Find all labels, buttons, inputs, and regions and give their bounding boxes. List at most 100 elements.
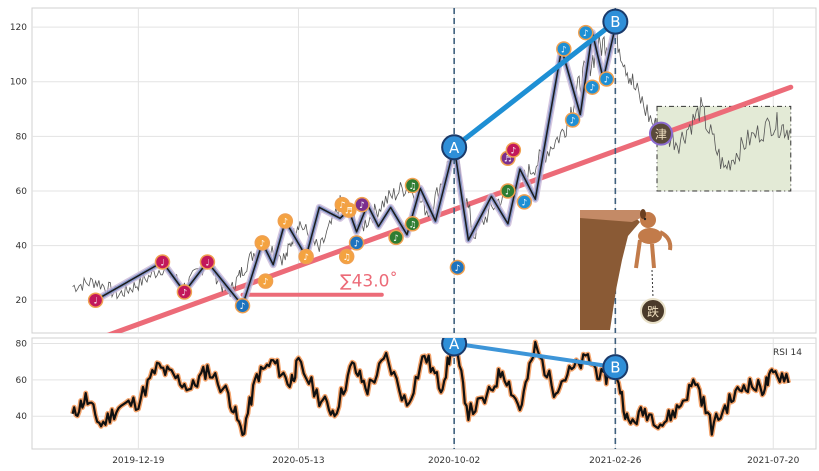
pattern-marker-glyph: ♪	[589, 84, 595, 94]
pattern-marker	[234, 297, 251, 314]
pattern-marker-glyph: ♪	[510, 147, 516, 157]
pattern-marker	[556, 41, 572, 57]
pattern-marker	[388, 229, 404, 246]
x-tick-label: 2021-02-26	[589, 456, 642, 466]
signal-b-marker-label: B	[610, 13, 620, 31]
pattern-marker	[87, 292, 104, 308]
signal-b-marker	[602, 8, 629, 35]
price-y-tick-label: 40	[16, 242, 28, 252]
pattern-markers: ♩♩♪♩♪♪♪♪♪♫♬♫♪♪♪♫♫♪♬♪♪♪♪♪♪♪♪	[87, 24, 615, 314]
rsi-ab-line	[452, 341, 618, 370]
pattern-marker-glyph: ♪	[505, 187, 511, 197]
rsi-signal-b	[602, 354, 629, 381]
rsi-series-layer	[70, 339, 792, 438]
pattern-marker	[449, 259, 466, 276]
consolidation-box-layer	[656, 105, 792, 192]
pattern-marker	[577, 24, 594, 41]
cliff-decoration	[580, 209, 673, 330]
rsi-signal-markers: AB	[441, 335, 629, 381]
pattern-marker-glyph: ♩	[205, 258, 209, 268]
pattern-marker-glyph: ♪	[240, 302, 246, 312]
cliff-illustration	[580, 214, 640, 330]
rsi-line	[71, 340, 790, 436]
pattern-marker-glyph: ♩	[93, 297, 97, 307]
pattern-marker-glyph: ♪	[393, 234, 399, 244]
signal-markers: AB	[441, 8, 629, 161]
price-y-tick-label: 20	[16, 296, 28, 306]
rsi-y-tick-label: 80	[16, 339, 28, 349]
pattern-marker-glyph: ♫	[408, 220, 416, 230]
pattern-marker	[354, 196, 370, 213]
pattern-marker	[500, 183, 516, 199]
pattern-marker-glyph: ♫	[343, 253, 351, 263]
breakout-badge-glyph: 津	[655, 128, 667, 142]
angle-label: ∑43.0˚	[340, 271, 398, 292]
price-ab-line	[451, 19, 618, 150]
pattern-marker	[584, 79, 601, 95]
pattern-marker-glyph: ♪	[263, 278, 269, 288]
pattern-marker-glyph: ♪	[359, 201, 365, 211]
pattern-marker-glyph: ♪	[521, 198, 527, 208]
pattern-marker-glyph: ♬	[504, 155, 512, 165]
pattern-marker	[277, 213, 294, 229]
fall-badge	[640, 298, 666, 324]
price-y-tick-label: 120	[10, 23, 27, 33]
pattern-marker	[598, 71, 615, 87]
dog-illustration	[634, 209, 673, 269]
pattern-marker-glyph: ♪	[604, 76, 610, 86]
price-y-tick-label: 80	[16, 132, 28, 142]
pattern-marker-glyph: ♪	[282, 218, 288, 228]
zigzag-line	[95, 26, 617, 307]
price-y-tick-label: 100	[10, 78, 27, 88]
pattern-marker	[338, 248, 355, 265]
consolidation-box	[656, 105, 792, 192]
signal-a-marker-label: A	[449, 139, 460, 157]
pattern-marker	[254, 235, 271, 251]
pattern-marker	[199, 254, 216, 270]
rsi-signal-a-label: A	[449, 335, 460, 353]
pattern-marker	[341, 202, 357, 218]
pattern-marker	[404, 177, 421, 194]
pattern-marker	[516, 194, 533, 210]
badge-layer: 津跌	[640, 121, 674, 324]
pattern-marker	[154, 254, 171, 270]
breakout-badge	[649, 121, 674, 146]
x-tick-label: 2020-10-02	[428, 456, 480, 466]
x-tick-label: 2021-07-20	[747, 456, 800, 466]
pattern-marker-glyph: ♪	[455, 264, 461, 274]
price-y-tick-label: 60	[16, 187, 28, 197]
pattern-marker-glyph: ♪	[303, 253, 309, 263]
x-tick-label: 2019-12-19	[112, 456, 165, 466]
rsi-y-tick-label: 60	[16, 376, 28, 386]
x-tick-label: 2020-05-13	[272, 456, 324, 466]
pattern-marker	[404, 216, 421, 232]
pattern-marker-glyph: ♪	[182, 289, 188, 299]
x-axis: 2019-12-19 2020-05-13 2020-10-02 2021-02-26…	[112, 456, 799, 466]
rsi-legend-label: RSI 14	[773, 348, 802, 358]
rsi-signal-b-label: B	[610, 359, 620, 377]
pattern-marker-glyph: ♪	[561, 45, 567, 55]
pattern-marker-glyph: ♪	[570, 116, 576, 126]
rsi-ab-layer	[452, 341, 618, 370]
pattern-marker	[564, 112, 581, 128]
pattern-marker	[505, 142, 522, 158]
pattern-marker-glyph: ♬	[345, 207, 353, 217]
pattern-marker-glyph: ♪	[583, 29, 589, 39]
pattern-marker-glyph: ♫	[408, 182, 416, 192]
hanging-rope	[651, 269, 654, 299]
zigzag-layer	[93, 26, 619, 310]
ab-divergence-layer	[451, 19, 618, 150]
trendline-layer: ∑43.0˚	[106, 84, 794, 333]
pattern-marker	[298, 248, 314, 265]
rsi-y-axis: 40 60 80	[16, 339, 28, 422]
pattern-marker	[348, 235, 365, 251]
pattern-marker	[257, 273, 274, 289]
pattern-marker-glyph: ♪	[259, 239, 265, 249]
price-y-axis: 20 40 60 80 100 120	[10, 23, 27, 306]
support-trendline	[106, 84, 794, 333]
cliff-top	[580, 210, 645, 222]
pattern-marker	[176, 284, 193, 300]
signal-a-marker	[441, 134, 468, 161]
rsi-signal-a	[441, 338, 468, 357]
